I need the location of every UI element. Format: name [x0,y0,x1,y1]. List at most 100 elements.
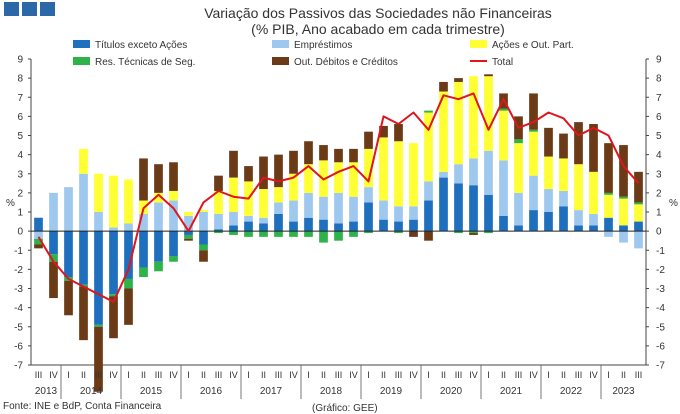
x-quarter-label: II [201,370,206,380]
bar [49,192,58,232]
x-quarter-label: I [307,370,310,380]
bar [619,145,628,197]
bar [214,175,223,191]
series-bars [34,177,643,325]
chart-subtitle: (% PIB, Ano acabado em cada trimestre) [251,21,505,37]
bar [544,189,553,212]
bar [484,231,493,234]
bar [154,192,163,203]
bar [364,187,373,203]
legend: Títulos exceto Ações Empréstimos Ações e O… [73,40,574,68]
x-quarter-label: II [81,370,86,380]
bar [124,231,133,279]
x-quarter-label: IV [469,370,478,380]
x-quarter-label: I [367,370,370,380]
bar [334,231,343,241]
legend-label: Empréstimos [294,40,352,51]
bar [544,127,553,157]
bar [319,145,328,161]
x-quarter-label: I [547,370,550,380]
bar [199,244,208,251]
bar [349,196,358,222]
bar [244,166,253,182]
y-tick-label-left: -3 [14,284,23,295]
bar [439,177,448,232]
legend-label: Títulos exceto Ações [95,40,187,51]
legend-swatch [470,40,487,48]
bar [169,200,178,232]
y-tick-label-right: -7 [656,361,665,372]
x-quarter-label: II [321,370,326,380]
bar [334,162,343,193]
bar [184,215,193,232]
bar [139,267,148,278]
bar [604,143,613,193]
bar [364,202,373,232]
bar [274,154,283,188]
x-quarter-label: III [155,370,163,380]
x-year-label: 2021 [500,386,523,397]
bar [244,215,253,222]
bar [544,156,553,190]
bar [274,231,283,237]
bar [349,221,358,232]
bar [379,219,388,232]
bar [604,192,613,195]
bar [64,231,73,278]
bar [634,204,643,222]
bar [49,254,58,262]
bar [259,217,268,224]
x-quarter-label: IV [229,370,238,380]
series-bars [34,150,643,249]
bar [619,231,628,243]
y-tick-label-right: -5 [656,322,665,333]
bar [124,223,133,232]
x-quarter-label: II [621,370,626,380]
legend-swatch [73,40,90,48]
plot-area: -7 -7 -6 -6 -5 -5 -4 -4 -3 -3 -2 -2 -1 -1 0 0 1 1 2 2 3 3 4 4 5 5… [14,55,665,399]
bar [559,206,568,232]
y-tick-label-left: 4 [17,150,23,161]
x-quarter-label: II [261,370,266,380]
bar [154,164,163,193]
bar [424,110,433,113]
bar [109,296,118,339]
bar [154,202,163,232]
bar [589,213,598,226]
bar [454,78,463,82]
x-quarter-label: IV [409,370,418,380]
bar [619,198,628,226]
x-quarter-label: III [635,370,643,380]
bar [604,231,613,237]
bar [79,148,88,174]
y-tick-label-left: -6 [14,341,23,352]
bar [394,141,403,207]
bar [274,187,283,203]
bar [139,158,148,201]
x-quarter-label: IV [589,370,598,380]
x-quarter-label: I [487,370,490,380]
x-quarter-label: III [215,370,223,380]
bar [34,231,43,239]
y-tick-label-right: 8 [656,74,662,85]
bar [634,171,643,203]
y-tick-label-right: 9 [656,55,662,66]
bar [304,217,313,232]
bar [154,231,163,262]
logo-square [22,2,37,16]
bar [499,160,508,216]
x-year-label: 2016 [200,386,223,397]
bar [364,131,373,149]
bar [484,150,493,195]
bar [34,244,43,249]
bar [409,143,418,207]
y-tick-label-left: 1 [17,208,23,219]
bar [124,179,133,224]
brand-logo [4,2,55,16]
bar [229,150,238,178]
bar [469,76,478,159]
bar [499,110,508,161]
bar [574,122,583,165]
bar [379,125,388,138]
x-quarter-label: III [395,370,403,380]
